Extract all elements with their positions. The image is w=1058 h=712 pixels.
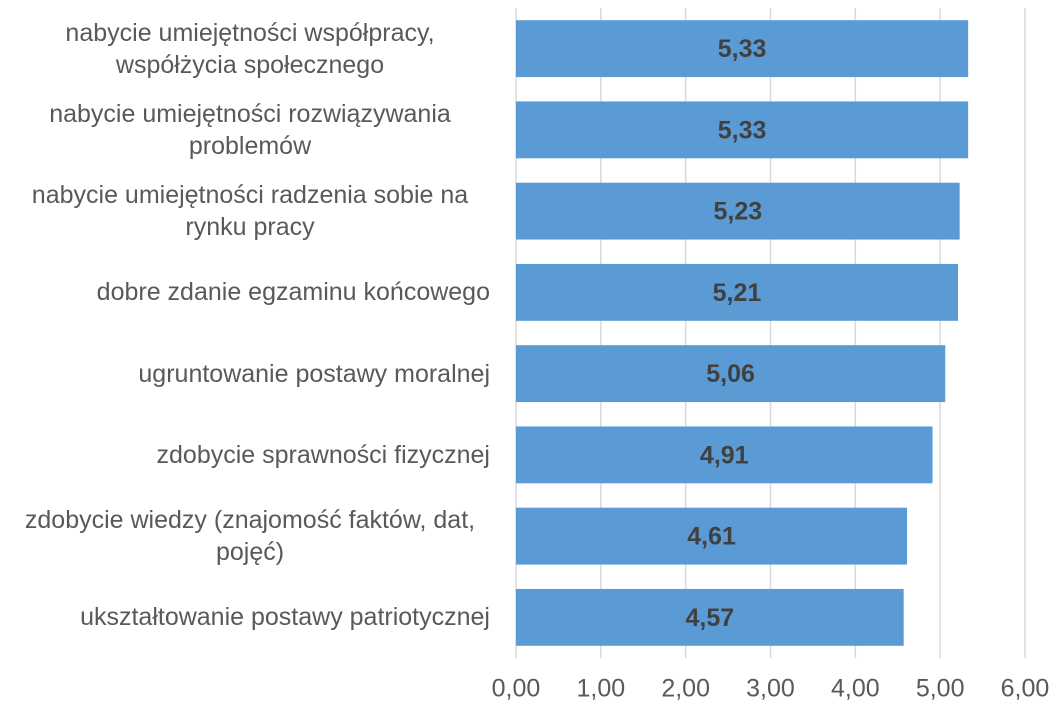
x-tick-label: 4,00	[831, 675, 880, 703]
x-tick-label: 0,00	[492, 675, 541, 703]
bar	[516, 588, 904, 646]
category-text: nabycie umiejętności radzenia sobie na r…	[31, 181, 469, 242]
bar	[516, 263, 958, 321]
value-label: 4,57	[686, 604, 735, 632]
value-label: 5,06	[706, 360, 755, 388]
bar	[516, 101, 969, 159]
x-tick-label: 1,00	[576, 675, 625, 703]
x-tick-label: 5,00	[916, 675, 965, 703]
value-label: 5,21	[713, 279, 762, 307]
category-label: nabycie umiejętności współpracy, współży…	[10, 8, 490, 89]
bar	[516, 20, 969, 78]
category-text: dobre zdanie egzaminu końcowego	[96, 278, 490, 307]
value-label: 5,33	[718, 35, 767, 63]
category-label: ukształtowanie postawy patriotycznej	[10, 577, 490, 658]
category-label: zdobycie sprawności fizycznej	[10, 414, 490, 495]
bar	[516, 507, 908, 565]
category-label: ugruntowanie postawy moralnej	[10, 333, 490, 414]
bar	[516, 345, 946, 403]
category-text: nabycie umiejętności rozwiązywania probl…	[49, 99, 451, 160]
value-label: 4,61	[687, 523, 736, 551]
category-text: zdobycie wiedzy (znajomość faktów, dat, …	[24, 506, 476, 567]
bar	[516, 426, 933, 484]
category-text: zdobycie sprawności fizycznej	[156, 440, 490, 469]
category-text: ukształtowanie postawy patriotycznej	[80, 603, 490, 632]
category-text: nabycie umiejętności współpracy, współży…	[65, 18, 435, 79]
bar	[516, 182, 960, 240]
category-text: ugruntowanie postawy moralnej	[138, 359, 490, 388]
category-label: zdobycie wiedzy (znajomość faktów, dat, …	[10, 496, 490, 577]
category-label: nabycie umiejętności rozwiązywania probl…	[10, 89, 490, 170]
x-tick-label: 3,00	[746, 675, 795, 703]
value-label: 4,91	[700, 441, 749, 469]
category-label: dobre zdanie egzaminu końcowego	[10, 252, 490, 333]
x-tick-label: 6,00	[1001, 675, 1050, 703]
category-label: nabycie umiejętności radzenia sobie na r…	[10, 171, 490, 252]
x-tick-label: 2,00	[661, 675, 710, 703]
value-label: 5,33	[718, 116, 767, 144]
value-label: 5,23	[714, 198, 763, 226]
